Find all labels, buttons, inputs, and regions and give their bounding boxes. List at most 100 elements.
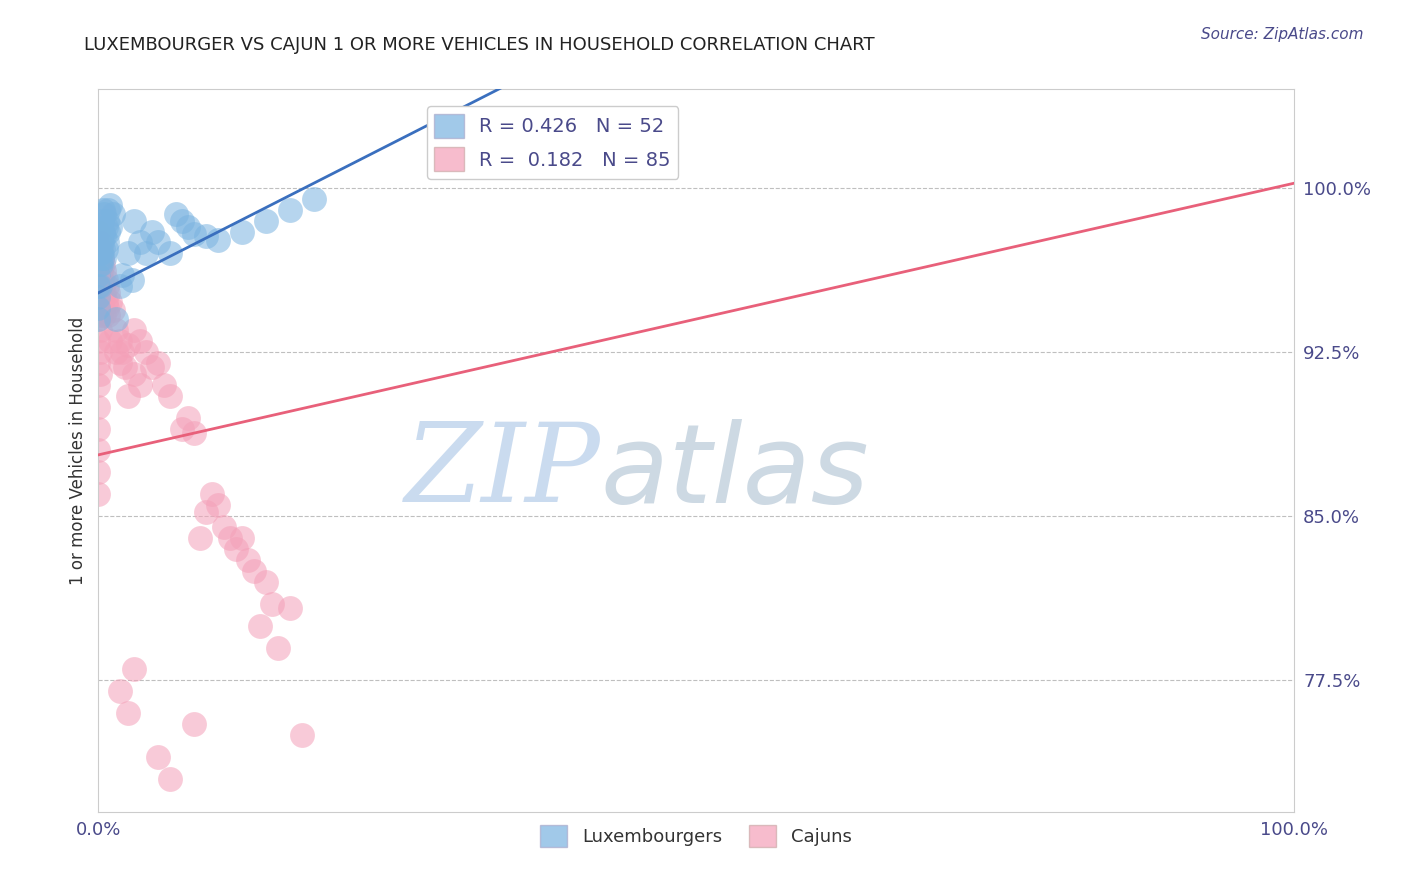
Point (97, 308, 120, 322)
Point (87, 279, 110, 293)
Point (91, 279, 114, 293)
Point (90, 242, 112, 256)
Point (94, 294, 117, 309)
Point (91, 202, 114, 217)
Point (183, 717, 205, 731)
Point (254, 574, 277, 589)
Point (165, 207, 187, 221)
Point (117, 246, 139, 260)
Point (90, 235, 112, 250)
Point (89, 345, 111, 359)
Point (101, 303, 124, 318)
Point (148, 235, 170, 250)
Point (97, 225, 120, 239)
Point (87, 487, 110, 501)
Point (91, 213, 114, 227)
Point (291, 728, 314, 742)
Point (87, 466, 110, 480)
Point (249, 618, 271, 632)
Point (141, 360, 163, 375)
Point (108, 356, 131, 370)
Point (87, 301, 110, 315)
Point (141, 225, 163, 239)
Point (254, 213, 277, 227)
Point (124, 367, 146, 381)
Point (183, 227, 205, 241)
Point (90, 246, 112, 260)
Point (89, 257, 111, 271)
Point (89, 257, 111, 271)
Point (93, 308, 115, 322)
Point (117, 706, 139, 721)
Point (87, 268, 110, 283)
Point (93, 285, 115, 300)
Point (89, 323, 111, 337)
Point (111, 345, 134, 359)
Point (89, 246, 111, 260)
Point (87, 246, 110, 260)
Text: LUXEMBOURGER VS CAJUN 1 OR MORE VEHICLES IN HOUSEHOLD CORRELATION CHART: LUXEMBOURGER VS CAJUN 1 OR MORE VEHICLES… (84, 36, 875, 54)
Point (124, 213, 146, 227)
Point (93, 228, 115, 243)
Point (91, 235, 114, 250)
Point (91, 257, 114, 271)
Point (87, 290, 110, 304)
Point (96, 279, 118, 293)
Point (188, 531, 211, 545)
Point (135, 246, 157, 260)
Point (87, 268, 110, 283)
Point (93, 251, 115, 265)
Point (93, 264, 115, 278)
Point (177, 410, 200, 425)
Point (135, 345, 157, 359)
Point (98, 220, 122, 235)
Point (177, 220, 200, 235)
Point (111, 268, 134, 283)
Point (94, 220, 117, 235)
Point (97, 202, 120, 217)
Point (96, 301, 118, 315)
Point (91, 273, 114, 287)
Point (97, 285, 120, 300)
Point (87, 400, 110, 414)
Point (117, 389, 139, 403)
Point (91, 225, 114, 239)
Point (105, 345, 128, 359)
Point (96, 213, 118, 227)
Point (89, 279, 111, 293)
Point (195, 228, 218, 243)
Point (89, 235, 111, 250)
Point (124, 323, 146, 337)
Point (89, 279, 111, 293)
Point (91, 242, 114, 256)
Point (90, 225, 112, 239)
Point (87, 290, 110, 304)
Point (94, 273, 117, 287)
Point (207, 498, 229, 512)
Point (225, 541, 247, 556)
Point (148, 750, 170, 764)
Point (278, 601, 301, 615)
Point (90, 308, 112, 322)
Point (212, 520, 235, 534)
Point (89, 367, 111, 381)
Point (98, 294, 122, 309)
Point (114, 360, 136, 375)
Point (201, 487, 224, 501)
Point (90, 257, 112, 271)
Point (93, 207, 115, 221)
Point (129, 334, 152, 348)
Point (90, 264, 112, 278)
Point (101, 207, 124, 221)
Point (90, 285, 112, 300)
Point (153, 377, 176, 392)
Point (195, 505, 218, 519)
Point (98, 198, 122, 212)
Point (89, 235, 111, 250)
Point (94, 242, 117, 256)
Point (159, 772, 181, 786)
Point (129, 235, 152, 250)
Point (117, 338, 139, 352)
Point (121, 273, 143, 287)
Point (87, 443, 110, 458)
